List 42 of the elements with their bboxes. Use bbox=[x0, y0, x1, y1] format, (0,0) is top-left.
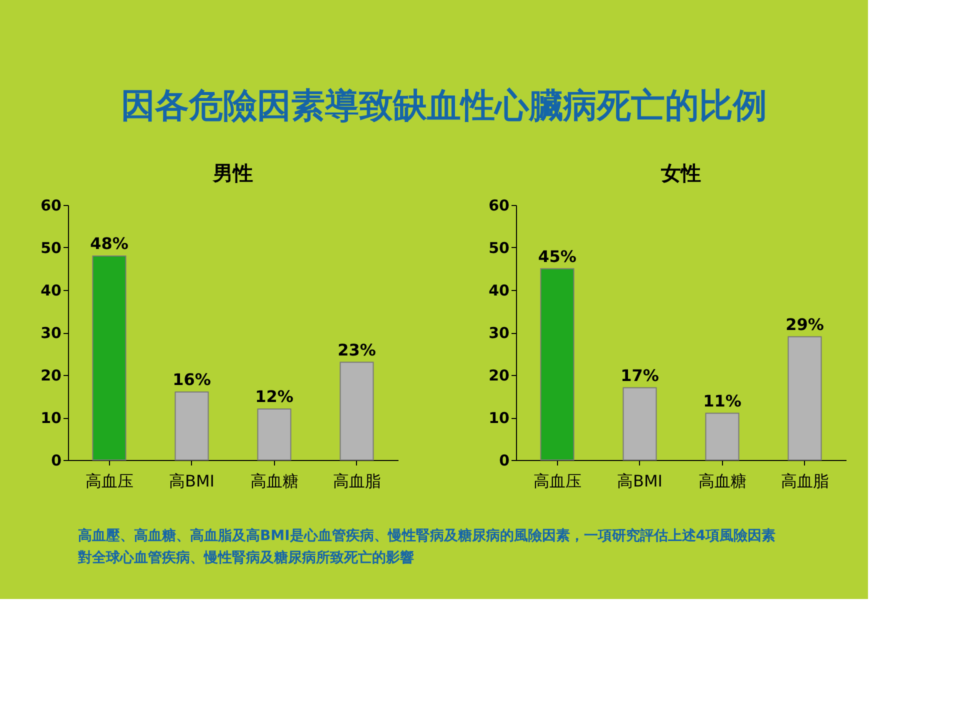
y-tick-label: 20 bbox=[40, 366, 62, 384]
data-label: 45% bbox=[538, 246, 576, 266]
data-label: 16% bbox=[172, 370, 211, 389]
y-tick-label: 30 bbox=[40, 324, 62, 342]
y-tick-label: 10 bbox=[40, 409, 62, 427]
text: 高血壓、高血糖、高血脂及高BMI是心血管疾病、慢性腎病及糖尿病的風險因素，一項研究評估上述4項風險因素對全球心血管疾病、慢性腎病及糖尿病所致死亡的影響 bbox=[77, 527, 776, 566]
x-tick-label: 高BMI bbox=[617, 472, 662, 490]
y-tick-label: 50 bbox=[488, 239, 510, 257]
y-tick-label: 20 bbox=[488, 366, 510, 384]
chart-title: 因各危險因素導致缺血性心臟病死亡的比例 bbox=[121, 86, 768, 126]
y-tick-label: 60 bbox=[40, 196, 62, 214]
bar bbox=[788, 336, 822, 460]
x-tick-label: 高血糖 bbox=[698, 472, 746, 490]
data-label: 48% bbox=[90, 234, 128, 253]
y-tick-label: 60 bbox=[488, 196, 510, 214]
y-tick-label: 40 bbox=[488, 282, 510, 300]
y-tick-label: 30 bbox=[488, 324, 510, 342]
bar bbox=[705, 412, 740, 460]
y-tick-label: 50 bbox=[40, 239, 62, 257]
x-tick-label: 高血糖 bbox=[250, 472, 298, 490]
y-tick-label: 10 bbox=[488, 409, 510, 427]
bar bbox=[257, 408, 292, 460]
data-label: 23% bbox=[338, 340, 376, 360]
data-label: 29% bbox=[786, 314, 824, 334]
bar bbox=[540, 268, 574, 460]
x-tick-label: 高血压 bbox=[85, 472, 134, 490]
data-label: 12% bbox=[255, 387, 294, 406]
x-tick-label: 高血压 bbox=[533, 472, 582, 490]
x-tick-label: 高血脂 bbox=[332, 472, 381, 490]
y-tick-label: 0 bbox=[51, 452, 62, 470]
x-tick-label: 高血脂 bbox=[780, 472, 829, 490]
chart-subtitle: 男性 bbox=[212, 161, 253, 185]
x-tick-label: 高BMI bbox=[169, 472, 214, 490]
bar bbox=[92, 256, 126, 460]
bar bbox=[622, 387, 657, 460]
bar bbox=[174, 392, 209, 460]
y-tick-label: 0 bbox=[499, 452, 510, 470]
y-tick-label: 40 bbox=[40, 282, 62, 300]
chart-subtitle: 女性 bbox=[660, 161, 701, 185]
bar bbox=[340, 362, 374, 460]
data-label: 17% bbox=[620, 366, 659, 385]
data-label: 11% bbox=[703, 391, 742, 410]
